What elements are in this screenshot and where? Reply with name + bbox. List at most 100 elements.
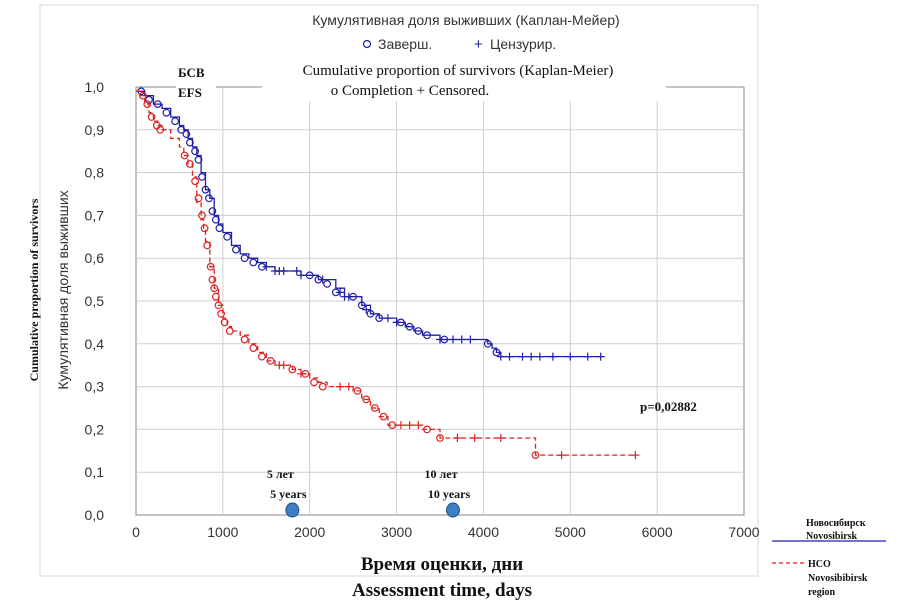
completion-point (156, 125, 165, 134)
completion-point (191, 147, 200, 156)
completion-point (217, 309, 226, 318)
censored-point (262, 262, 271, 271)
legend-series-2-line3: region (808, 587, 835, 598)
year-marker-label-ru: 5 лет (267, 467, 294, 481)
censored-point (583, 352, 592, 361)
completion-point (318, 382, 327, 391)
censored-point (383, 314, 392, 323)
y-axis-label-en: Cumulative proportion of survivors (27, 198, 41, 381)
completion-point (375, 314, 384, 323)
completion-point (531, 451, 540, 460)
x-tick-labels: 0 1000 2000 3000 4000 5000 6000 7000 (132, 524, 760, 540)
completion-point (180, 151, 189, 160)
censored-point (596, 352, 605, 361)
censored-point (405, 421, 414, 430)
completion-point (194, 155, 203, 164)
completion-point (198, 172, 206, 181)
x-tick-label: 2000 (294, 524, 325, 540)
completion-point (208, 207, 217, 216)
completion-point (153, 100, 162, 108)
completion-point (198, 211, 206, 220)
legend-series-2-line2: Novosibibirsk (808, 573, 868, 584)
completion-point (423, 425, 431, 434)
y-tick-label: 0,6 (85, 250, 105, 266)
completion-point (214, 301, 223, 310)
completion-point (240, 254, 249, 263)
censored-point (344, 292, 353, 301)
completion-point (379, 412, 388, 421)
censored-point (414, 421, 423, 430)
completion-point (266, 357, 275, 365)
completion-point (353, 387, 362, 395)
completion-point (211, 215, 220, 224)
completion-point (185, 138, 194, 147)
panel-label-en: EFS (178, 85, 202, 100)
censored-point (297, 369, 305, 378)
completion-point (147, 113, 156, 121)
series-line (136, 90, 636, 456)
completion-point (288, 365, 297, 374)
completion-point (182, 130, 191, 139)
censored-point (535, 352, 544, 361)
censored-point (457, 335, 466, 344)
completion-point (138, 91, 147, 100)
year-marker-1: 5 лет 5 years (267, 467, 307, 518)
grid (136, 87, 744, 515)
year-marker-label-en: 10 years (428, 487, 471, 501)
completion-point (240, 335, 249, 344)
legend-completed-label: Заверш. (378, 36, 432, 52)
censored-point (470, 434, 479, 442)
censored-point (279, 361, 288, 370)
legend-series-2-line1: НСО (808, 559, 831, 570)
completion-point (323, 280, 332, 288)
x-tick-label: 6000 (642, 524, 673, 540)
censored-point (496, 434, 505, 442)
completion-point (436, 434, 444, 442)
completion-point (177, 125, 186, 134)
censored-point (505, 352, 514, 361)
completion-point (185, 160, 194, 168)
censored-point (292, 267, 301, 275)
p-value: p=0,02882 (640, 399, 697, 414)
y-tick-label: 0,2 (85, 421, 105, 437)
y-tick-label: 0,5 (85, 293, 105, 309)
completion-point (371, 404, 379, 412)
x-tick-label: 7000 (728, 524, 759, 540)
completion-point (203, 241, 212, 250)
year-marker-label-ru: 10 лет (425, 467, 458, 481)
completion-point (162, 108, 171, 117)
series-legend: Новосибирск Novosibirsk НСО Novosibibirs… (772, 518, 886, 598)
censored-point (297, 271, 305, 280)
censored-point (496, 352, 505, 361)
y-tick-label: 0,8 (85, 165, 105, 181)
completion-point (201, 185, 210, 194)
y-axis-label-ru: Кумулятивная доля выживших (55, 190, 71, 389)
completion-point (205, 194, 213, 203)
censored-point (336, 382, 345, 391)
censored-point (344, 382, 353, 391)
completion-point (357, 301, 366, 310)
completion-point (225, 327, 234, 335)
completion-point (208, 275, 217, 284)
y-tick-label: 0,0 (85, 507, 105, 523)
legend-completed-marker (362, 39, 372, 49)
year-marker-label-en: 5 years (270, 487, 307, 501)
series-1 (136, 87, 605, 361)
completion-point (223, 232, 232, 241)
legend-series-1-line2: Novosibirsk (806, 531, 858, 542)
censored-point (548, 352, 557, 361)
censored-point (279, 267, 288, 275)
censored-point (566, 352, 575, 361)
year-marker-dot (446, 502, 461, 518)
completion-point (145, 95, 153, 104)
completion-point (210, 284, 219, 293)
completion-point (483, 339, 492, 348)
completion-point (258, 352, 266, 361)
x-tick-label: 4000 (468, 524, 499, 540)
completion-point (206, 262, 215, 271)
completion-point (249, 258, 258, 267)
title-ru: Кумулятивная доля выживших (Каплан-Мейер… (312, 12, 619, 28)
legend-censored-marker: + (474, 36, 483, 53)
x-tick-label: 5000 (555, 524, 586, 540)
year-marker-2: 10 лет 10 years (425, 467, 471, 518)
